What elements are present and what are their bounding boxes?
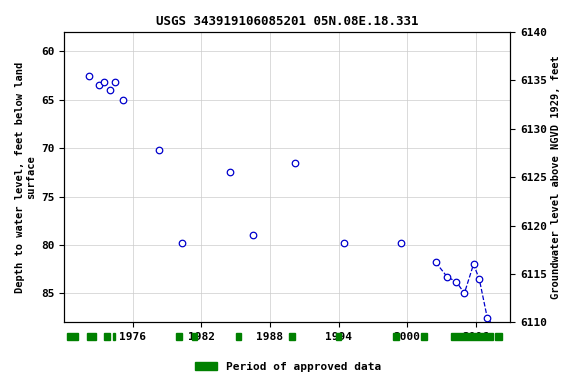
Point xyxy=(483,314,492,321)
Point xyxy=(248,232,257,238)
Bar xyxy=(236,333,241,340)
Point xyxy=(460,290,469,296)
Point xyxy=(119,97,128,103)
Bar xyxy=(104,333,110,340)
Bar xyxy=(192,333,196,340)
Bar xyxy=(113,333,115,340)
Point xyxy=(105,87,115,93)
Point xyxy=(95,82,104,88)
Bar xyxy=(450,333,493,340)
Point xyxy=(100,79,109,85)
Bar xyxy=(495,333,502,340)
Point xyxy=(475,276,484,282)
Bar xyxy=(289,333,295,340)
Legend: Period of approved data: Period of approved data xyxy=(191,358,385,377)
Point xyxy=(154,147,164,153)
Point xyxy=(290,160,300,166)
Point xyxy=(225,169,234,175)
Point xyxy=(452,279,461,285)
Bar xyxy=(67,333,78,340)
Point xyxy=(442,274,452,280)
Point xyxy=(177,240,187,246)
Point xyxy=(397,240,406,246)
Point xyxy=(340,240,349,246)
Point xyxy=(492,327,501,333)
Bar xyxy=(393,333,399,340)
Point xyxy=(431,259,441,265)
Bar xyxy=(176,333,182,340)
Point xyxy=(111,79,120,85)
Y-axis label: Depth to water level, feet below land
surface: Depth to water level, feet below land su… xyxy=(15,61,37,293)
Bar xyxy=(421,333,427,340)
Bar xyxy=(336,333,341,340)
Y-axis label: Groundwater level above NGVD 1929, feet: Groundwater level above NGVD 1929, feet xyxy=(551,55,561,299)
Bar xyxy=(87,333,96,340)
Point xyxy=(469,261,478,267)
Title: USGS 343919106085201 05N.08E.18.331: USGS 343919106085201 05N.08E.18.331 xyxy=(156,15,418,28)
Point xyxy=(85,73,94,79)
